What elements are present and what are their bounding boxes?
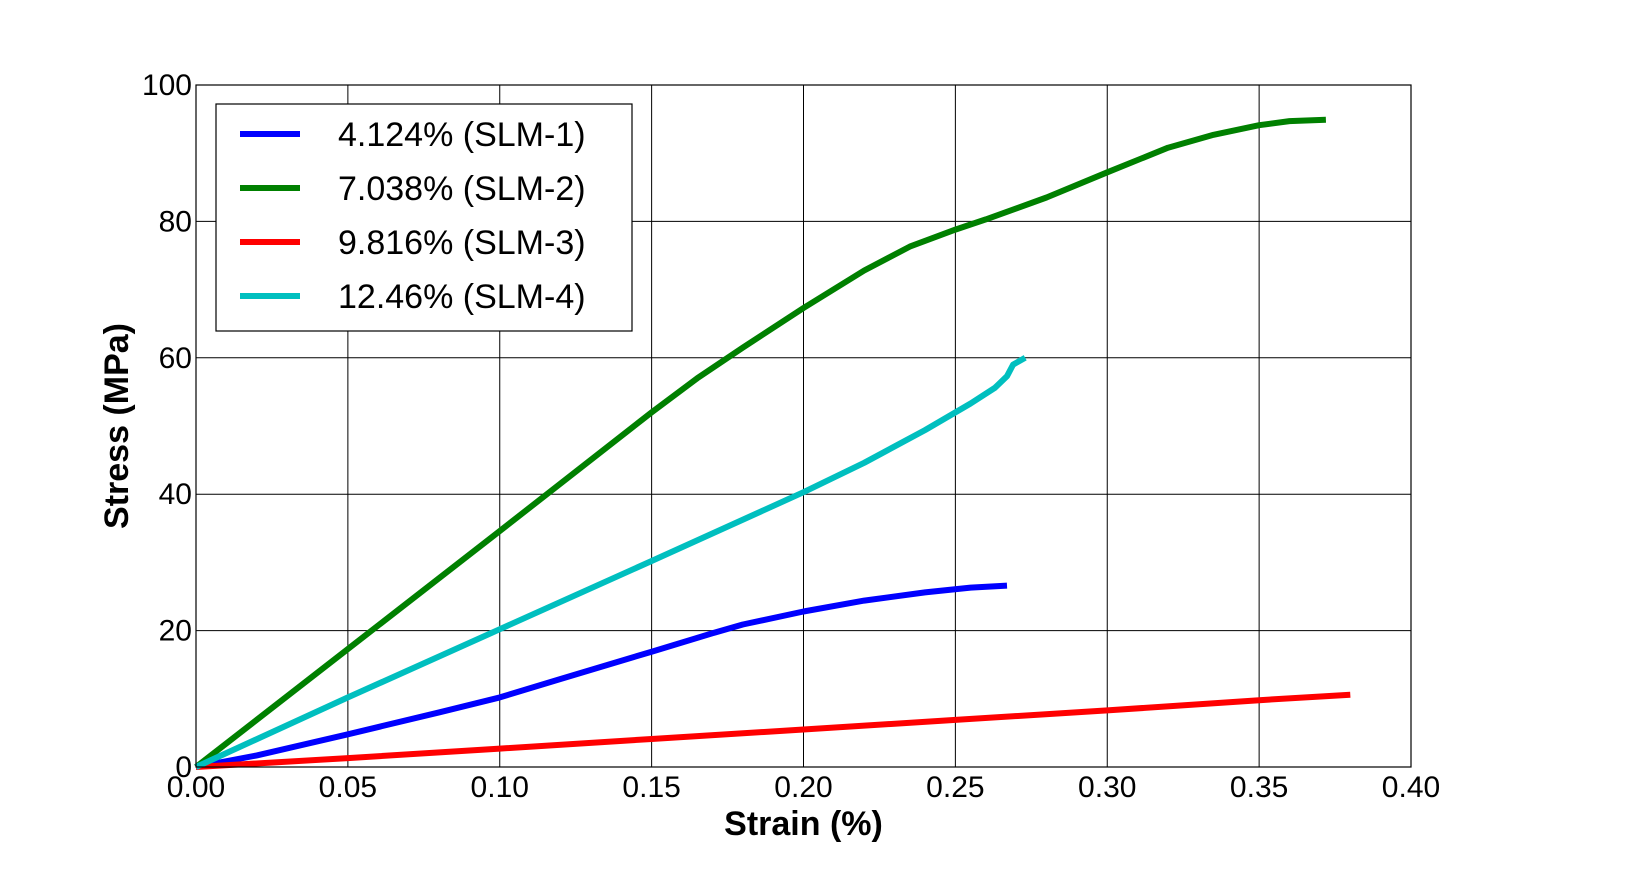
x-axis-ticks: 0.00 0.05 0.10 0.15 0.20 0.25 0.30 0.35 0.40 (167, 771, 1440, 804)
series-line-1 (195, 582, 1008, 770)
legend-items: 4.124% (SLM-1) 7.038% (SLM-2) 9.816% (SLM-… (240, 116, 586, 316)
x-tick-label: 0.40 (1382, 771, 1440, 804)
x-tick-label: 0.35 (1230, 771, 1288, 804)
y-tick-label: 80 (159, 205, 192, 238)
legend-label: 12.46% (SLM-4) (338, 278, 586, 316)
series-line-4 (194, 355, 1027, 770)
y-tick-label: 40 (159, 478, 192, 511)
y-tick-label: 60 (159, 342, 192, 375)
legend-label: 7.038% (SLM-2) (338, 170, 586, 208)
x-tick-label: 0.05 (319, 771, 377, 804)
x-tick-label: 0.20 (774, 771, 832, 804)
x-tick-label: 0.25 (926, 771, 984, 804)
y-axis-label: Stress (MPa) (98, 323, 136, 529)
series-lines (194, 116, 1351, 770)
x-axis-label: Strain (%) (724, 805, 883, 843)
legend-label: 9.816% (SLM-3) (338, 224, 586, 262)
x-tick-label: 0.10 (471, 771, 529, 804)
legend-label: 4.124% (SLM-1) (338, 116, 586, 154)
y-tick-label: 100 (142, 69, 192, 102)
legend: 4.124% (SLM-1) 7.038% (SLM-2) 9.816% (SLM-… (215, 103, 633, 332)
y-axis-ticks: 0 20 40 60 80 100 (142, 69, 192, 784)
plot-frame (195, 84, 1412, 768)
series-line-3 (195, 691, 1351, 770)
x-tick-label: 0.15 (622, 771, 680, 804)
series-line-2 (194, 116, 1327, 770)
y-tick-label: 20 (159, 615, 192, 648)
x-tick-label: 0.30 (1078, 771, 1136, 804)
y-tick-label: 0 (175, 751, 192, 784)
x-tick-label: 0.00 (167, 771, 225, 804)
